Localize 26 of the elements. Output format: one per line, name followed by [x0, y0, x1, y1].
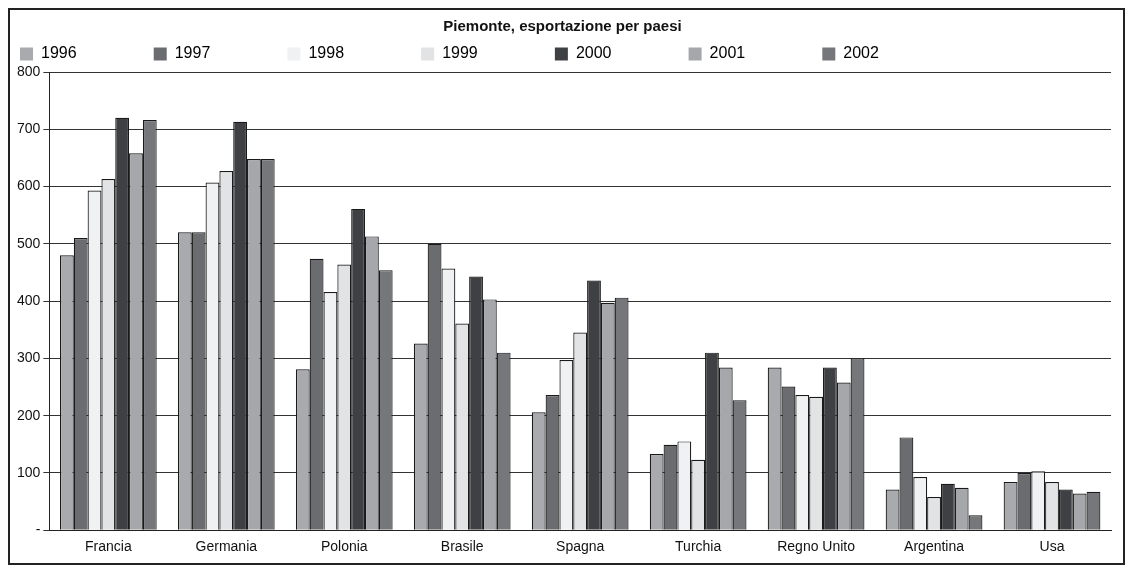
legend-label: 1997 — [174, 44, 282, 62]
legend-label: 2001 — [709, 44, 817, 62]
x-tick-label: Turchia — [675, 538, 722, 555]
legend-label: 1996 — [41, 44, 148, 62]
y-tick-label: 300 — [17, 349, 41, 366]
y-tick-label: 100 — [17, 463, 41, 480]
y-tick-label: 700 — [17, 120, 41, 137]
x-tick-label: Regno Unito — [777, 538, 856, 555]
x-tick-label: Brasile — [440, 538, 484, 555]
legend-label: 1998 — [308, 44, 416, 62]
y-tick-label: 800 — [17, 62, 41, 79]
x-tick-label: Polonia — [320, 538, 368, 555]
x-tick-label: Spagna — [556, 538, 605, 555]
y-tick-label: 400 — [17, 291, 41, 308]
chart-title: Piemonte, esportazione per paesi — [443, 17, 682, 35]
x-tick-label: Germania — [195, 538, 258, 555]
x-tick-label: Usa — [1039, 538, 1065, 555]
x-tick-label: Argentina — [904, 538, 965, 555]
y-tick-label: 600 — [17, 177, 41, 194]
y-tick-label: 200 — [17, 406, 41, 423]
legend-label: 1999 — [442, 44, 549, 62]
x-tick-label: Francia — [84, 538, 132, 555]
legend-label: 2000 — [575, 44, 683, 62]
y-tick-label: 500 — [17, 234, 41, 251]
y-tick-label: - — [35, 521, 41, 538]
legend-label: 2002 — [843, 44, 951, 62]
